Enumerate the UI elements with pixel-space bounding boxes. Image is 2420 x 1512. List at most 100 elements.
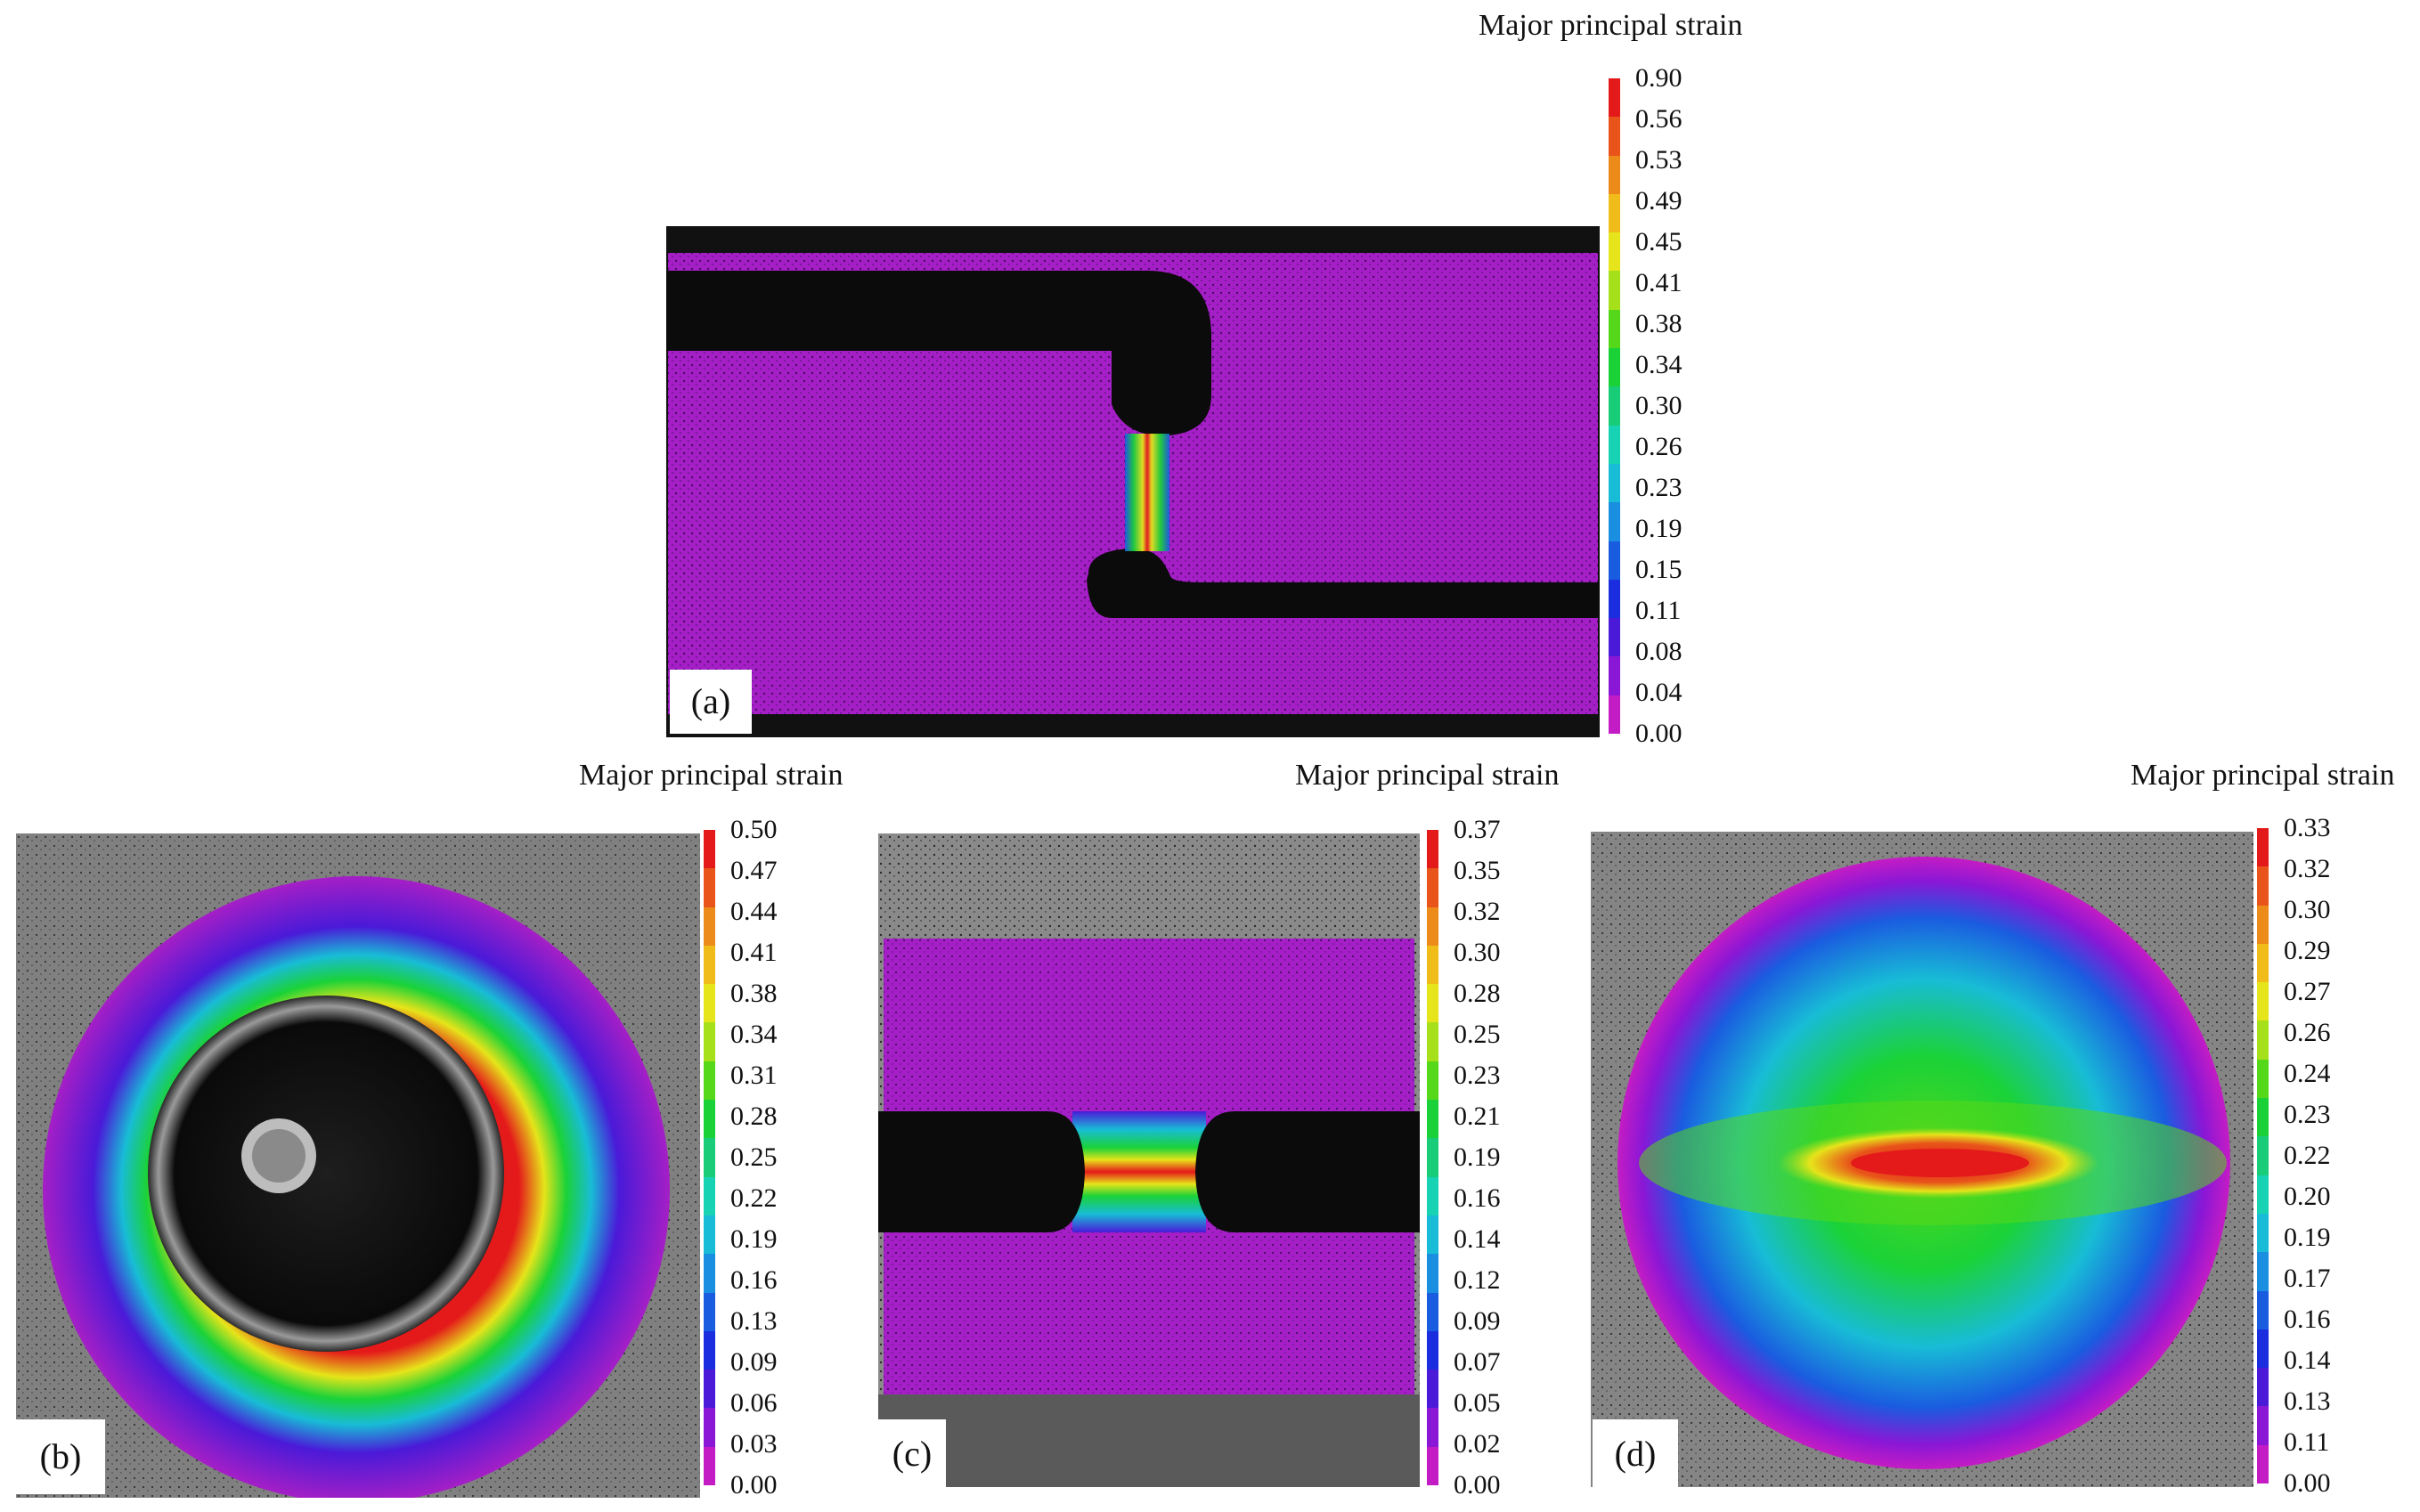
colorbar-ticks-c: 0.37 0.35 0.32 0.30 0.28 0.25 0.23 0.21 0.19 0.16… [1454, 817, 1543, 1499]
colorbar-segment [704, 1176, 715, 1215]
colorbar-tick-label: 0.16 [730, 1265, 778, 1295]
colorbar-segment [2257, 1329, 2269, 1369]
colorbar-segment [2257, 943, 2269, 983]
colorbar-segment [2257, 1444, 2269, 1484]
colorbar-tick-label: 0.17 [2284, 1264, 2331, 1293]
colorbar-tick-label: 0.16 [2284, 1305, 2331, 1334]
strain-map-image-c [878, 833, 1420, 1487]
colorbar-tick-label: 0.19 [1635, 514, 1683, 543]
colorbar-tick-label: 0.08 [1635, 637, 1683, 666]
colorbar-tick-label: 0.00 [1454, 1470, 1501, 1500]
colorbar-tick-label: 0.32 [2284, 854, 2331, 883]
colorbar-tick-label: 0.12 [1454, 1265, 1501, 1295]
colorbar-tick-label: 0.28 [730, 1101, 778, 1131]
colorbar-tick-label: 0.41 [730, 938, 778, 967]
colorbar-tick-label: 0.22 [730, 1183, 778, 1213]
colorbar-title-a: Major principal strain [1479, 9, 1743, 42]
colorbar-segment [1427, 906, 1438, 946]
colorbar-segment [1427, 984, 1438, 1023]
colorbar-tick-label: 0.16 [1454, 1183, 1501, 1213]
colorbar-tick-label: 0.34 [1635, 350, 1683, 379]
colorbar-segment [2257, 866, 2269, 906]
colorbar-segment [704, 1138, 715, 1177]
colorbar-segment [1609, 695, 1620, 735]
colorbar-segment [1427, 1254, 1438, 1293]
colorbar-tick-label: 0.05 [1454, 1388, 1501, 1418]
colorbar-segment [1427, 1330, 1438, 1370]
colorbar-tick-label: 0.32 [1454, 897, 1501, 926]
colorbar-tick-label: 0.11 [2284, 1427, 2330, 1457]
colorbar-tick-label: 0.00 [730, 1470, 778, 1500]
colorbar-tick-label: 0.41 [1635, 268, 1683, 297]
colorbar-tick-label: 0.13 [730, 1306, 778, 1336]
colorbar-segment [704, 1330, 715, 1370]
colorbar-title-d: Major principal strain [2131, 759, 2395, 792]
colorbar-segment [2257, 1290, 2269, 1329]
colorbar-segment [704, 830, 715, 869]
colorbar-segment [1609, 78, 1620, 118]
colorbar-segment [704, 984, 715, 1023]
strain-map-image-d [1591, 832, 2253, 1487]
colorbar-segment [2257, 1098, 2269, 1137]
colorbar-tick-label: 0.06 [730, 1388, 778, 1418]
colorbar-tick-label: 0.09 [1454, 1306, 1501, 1336]
colorbar-tick-label: 0.25 [730, 1142, 778, 1172]
colorbar-segment [1427, 1022, 1438, 1061]
colorbar-segment [1427, 1061, 1438, 1101]
colorbar-tick-label: 0.27 [2284, 977, 2331, 1006]
colorbar-tick-label: 0.30 [2284, 895, 2331, 924]
colorbar-tick-label: 0.33 [2284, 813, 2331, 842]
colorbar-segment [1609, 463, 1620, 503]
panel-label-c: (c) [878, 1419, 946, 1489]
colorbar-segment [1609, 579, 1620, 619]
colorbar-tick-label: 0.07 [1454, 1347, 1501, 1377]
colorbar-tick-label: 0.23 [2284, 1100, 2331, 1129]
colorbar-tick-label: 0.34 [730, 1020, 778, 1049]
colorbar-tick-label: 0.13 [2284, 1386, 2331, 1416]
colorbar-tick-label: 0.38 [1635, 309, 1683, 338]
colorbar-tick-label: 0.90 [1635, 63, 1683, 93]
colorbar-segment [1609, 656, 1620, 695]
colorbar-segment [1609, 425, 1620, 464]
colorbar-tick-label: 0.14 [1454, 1224, 1501, 1254]
colorbar-segment [1427, 830, 1438, 869]
colorbar-segment [2257, 828, 2269, 867]
colorbar-segment [2257, 905, 2269, 944]
colorbar-segment [1427, 1215, 1438, 1255]
colorbar-segment [1427, 1370, 1438, 1409]
colorbar-tick-label: 0.22 [2284, 1141, 2331, 1170]
colorbar-a [1609, 78, 1620, 735]
colorbar-segment [1609, 117, 1620, 156]
colorbar-tick-label: 0.53 [1635, 145, 1683, 175]
colorbar-tick-label: 0.00 [2284, 1468, 2331, 1498]
colorbar-tick-label: 0.26 [2284, 1018, 2331, 1047]
colorbar-segment [2257, 1020, 2269, 1060]
colorbar-segment [2257, 1213, 2269, 1253]
colorbar-tick-label: 0.50 [730, 815, 778, 844]
colorbar-title-b: Major principal strain [579, 759, 843, 792]
colorbar-tick-label: 0.37 [1454, 815, 1501, 844]
colorbar-tick-label: 0.21 [1454, 1101, 1501, 1131]
panel-label-d: (d) [1593, 1419, 1678, 1489]
colorbar-tick-label: 0.15 [1635, 555, 1683, 584]
colorbar-segment [1609, 309, 1620, 349]
colorbar-tick-label: 0.24 [2284, 1059, 2331, 1088]
colorbar-tick-label: 0.45 [1635, 227, 1683, 256]
colorbar-tick-label: 0.31 [730, 1061, 778, 1090]
colorbar-segment [704, 1022, 715, 1061]
colorbar-tick-label: 0.19 [2284, 1223, 2331, 1252]
colorbar-segment [704, 1370, 715, 1409]
colorbar-tick-label: 0.25 [1454, 1020, 1501, 1049]
colorbar-segment [704, 945, 715, 985]
colorbar-segment [1427, 945, 1438, 985]
colorbar-d [2257, 828, 2269, 1484]
colorbar-tick-label: 0.47 [730, 856, 778, 885]
colorbar-segment [1609, 502, 1620, 541]
colorbar-ticks-d: 0.33 0.32 0.30 0.29 0.27 0.26 0.24 0.23 0.22 0.20… [2284, 815, 2373, 1497]
colorbar-tick-label: 0.49 [1635, 186, 1683, 215]
colorbar-c [1427, 830, 1438, 1486]
colorbar-segment [704, 1254, 715, 1293]
colorbar-segment [1609, 232, 1620, 272]
colorbar-tick-label: 0.28 [1454, 979, 1501, 1008]
colorbar-segment [2257, 1059, 2269, 1099]
